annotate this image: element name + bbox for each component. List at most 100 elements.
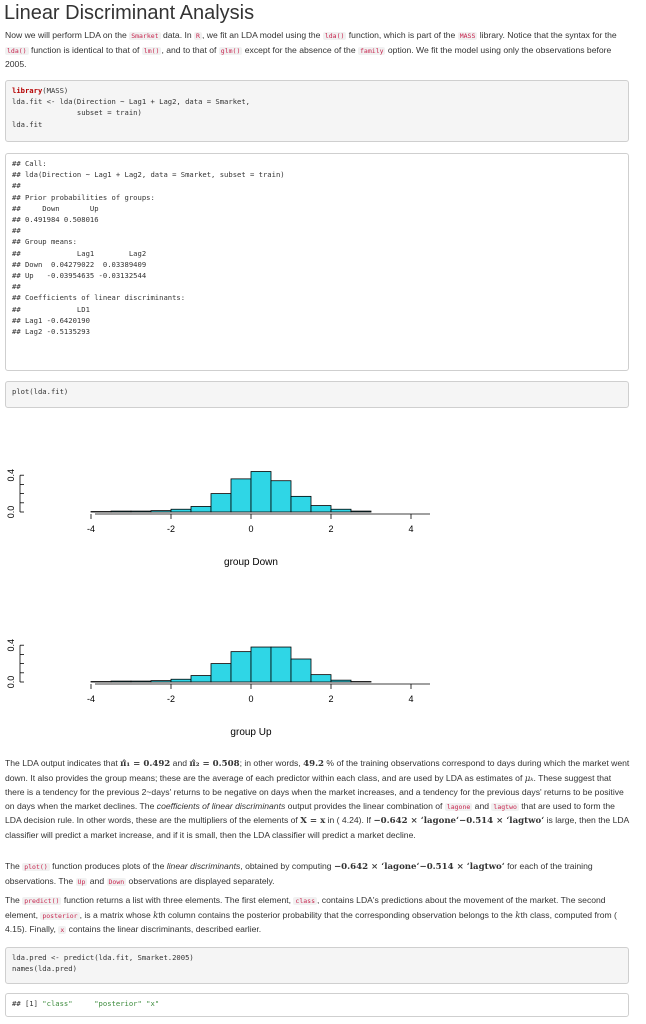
output-line: ## — [12, 226, 21, 236]
histogram-bar — [230, 478, 252, 513]
code-line: lda.fit <- lda(Direction ~ Lag1 + Lag2, … — [12, 97, 250, 107]
histogram-bar — [170, 678, 192, 683]
y-tick-label: 0.4 — [6, 469, 16, 482]
math: 49.2 — [303, 759, 325, 769]
output-line: ## Up -0.03954635 -0.03132544 — [12, 271, 147, 281]
inline-code: glm() — [218, 46, 243, 55]
text: . These suggest that there is a tendency… — [5, 772, 624, 811]
y-tick-label: 0.0 — [6, 506, 16, 519]
inline-code: family — [358, 46, 386, 55]
math: π̂₁ = 0.492 — [120, 759, 171, 769]
output-block-names[interactable]: ## [1] "class" "posterior" "x" — [5, 993, 629, 1017]
x-tick-label: -4 — [87, 694, 95, 704]
output-line: ## Down 0.04279022 0.03389409 — [12, 259, 147, 269]
text: data. In — [160, 30, 195, 40]
text: for each of the training observations. T… — [5, 861, 593, 886]
code-line: lda.pred <- predict(lda.fit, Smarket.200… — [12, 953, 194, 962]
histogram-bar — [250, 471, 272, 513]
inline-code: lagone — [444, 802, 473, 811]
histogram-bar — [310, 674, 332, 683]
text: is large, then the LDA classifier will p… — [5, 815, 629, 840]
x-tick-label: -4 — [87, 524, 95, 534]
output-line: ## — [12, 282, 21, 292]
histogram-bar — [290, 495, 312, 513]
section-heading: Linear Discriminant Analysis — [4, 2, 255, 24]
text: option. We fit the model using only the … — [5, 44, 612, 70]
output-line: ## Down Up — [12, 203, 99, 213]
histogram-bar — [190, 506, 212, 513]
histogram-bar — [130, 680, 152, 683]
output-text: ## [1] — [12, 999, 43, 1008]
code-keyword: library — [12, 86, 43, 95]
x-axis-label: group Up — [230, 727, 272, 738]
math: −0.642 × ‘lagone‘−0.514 × ‘lagtwo‘ — [333, 862, 505, 872]
histogram-group-down: -4 -2 0 2 4 0.0 0.4 group Down — [6, 469, 430, 568]
inline-code: lda() — [5, 46, 29, 55]
histogram-bar — [210, 493, 232, 513]
inline-code: predict() — [22, 897, 62, 905]
inline-code: posterior — [40, 911, 80, 920]
text: and — [472, 800, 492, 811]
math: μₖ — [524, 773, 534, 784]
text: and — [87, 875, 107, 886]
x-tick-label: 4 — [408, 524, 413, 534]
x-tick-label: 2 — [328, 524, 333, 534]
text: in ( 4.24). If — [325, 815, 374, 826]
histogram-bar — [330, 508, 352, 513]
math: k — [153, 910, 159, 921]
histogram-bar — [290, 658, 312, 683]
inline-code: lagtwo — [491, 802, 519, 811]
histogram-bar — [270, 646, 292, 683]
inline-code: lm() — [141, 46, 162, 55]
text: ; in other words, — [239, 758, 304, 768]
output-block-lda-fit[interactable]: ## Call: ## lda(Direction ~ Lag1 + Lag2,… — [5, 153, 629, 371]
text: and — [170, 758, 190, 768]
text: library. Notice that the syntax for the — [477, 30, 617, 40]
emphasis: linear discriminants — [166, 861, 241, 871]
output-line: ## Lag2 -0.5135293 — [12, 327, 90, 337]
math: X = x — [300, 816, 326, 827]
histogram-group-up: -4 -2 0 2 4 0.0 0.4 group Up — [6, 639, 430, 738]
math: k — [515, 910, 521, 921]
text: contains the linear discriminants, descr… — [66, 924, 262, 935]
x-tick-label: -2 — [167, 524, 175, 534]
histogram-bar — [150, 680, 172, 683]
intro-paragraph: Now we will perform LDA on the Smarket d… — [5, 29, 633, 72]
x-tick-label: 4 — [408, 694, 413, 704]
y-tick-label: 0.4 — [6, 639, 16, 652]
text: The LDA output indicates that — [5, 758, 121, 768]
text: th column contains the posterior probabi… — [158, 909, 516, 920]
histogram-bar — [350, 510, 372, 513]
inline-code: Up — [75, 877, 88, 886]
output-line: ## Group means: — [12, 237, 77, 247]
histogram-bar — [310, 505, 332, 513]
code-line: subset = train) — [12, 108, 142, 118]
histogram-bar — [110, 680, 132, 683]
text: observations are displayed separately. — [126, 875, 275, 886]
text: Now we will perform LDA on the — [5, 30, 130, 40]
histogram-bar — [150, 510, 172, 513]
code-line: plot(lda.fit) — [12, 387, 69, 396]
code-block-plot[interactable]: plot(lda.fit) — [5, 381, 629, 408]
text: function is identical to that of — [28, 44, 142, 55]
text: function returns a list with three eleme… — [61, 895, 294, 905]
x-axis-label: group Down — [224, 557, 278, 568]
x-tick-label: 0 — [248, 524, 253, 534]
math: π̂₂ = 0.508 — [189, 759, 240, 769]
inline-code: R — [194, 32, 202, 40]
code-block-lda-fit[interactable]: library(MASS) lda.fit <- lda(Direction ~… — [5, 80, 629, 142]
text: , obtained by computing — [240, 861, 334, 871]
emphasis: coefficients of linear discriminants — [156, 800, 286, 811]
output-line: ## lda(Direction ~ Lag1 + Lag2, data = S… — [12, 170, 285, 180]
histogram-bar — [110, 510, 132, 513]
text: , we fit an LDA model using the — [201, 30, 323, 40]
histogram-bar — [210, 663, 232, 683]
text: , contains LDA's predictions about the m… — [5, 895, 606, 920]
code-block-predict[interactable]: lda.pred <- predict(lda.fit, Smarket.200… — [5, 947, 629, 984]
text: % of the training observations correspon… — [5, 758, 630, 783]
output-line: ## Lag1 Lag2 — [12, 248, 147, 258]
output-string: "posterior" — [94, 999, 142, 1008]
x-tick-label: 2 — [328, 694, 333, 704]
plot-paragraph: The plot() function produces plots of th… — [5, 860, 633, 889]
